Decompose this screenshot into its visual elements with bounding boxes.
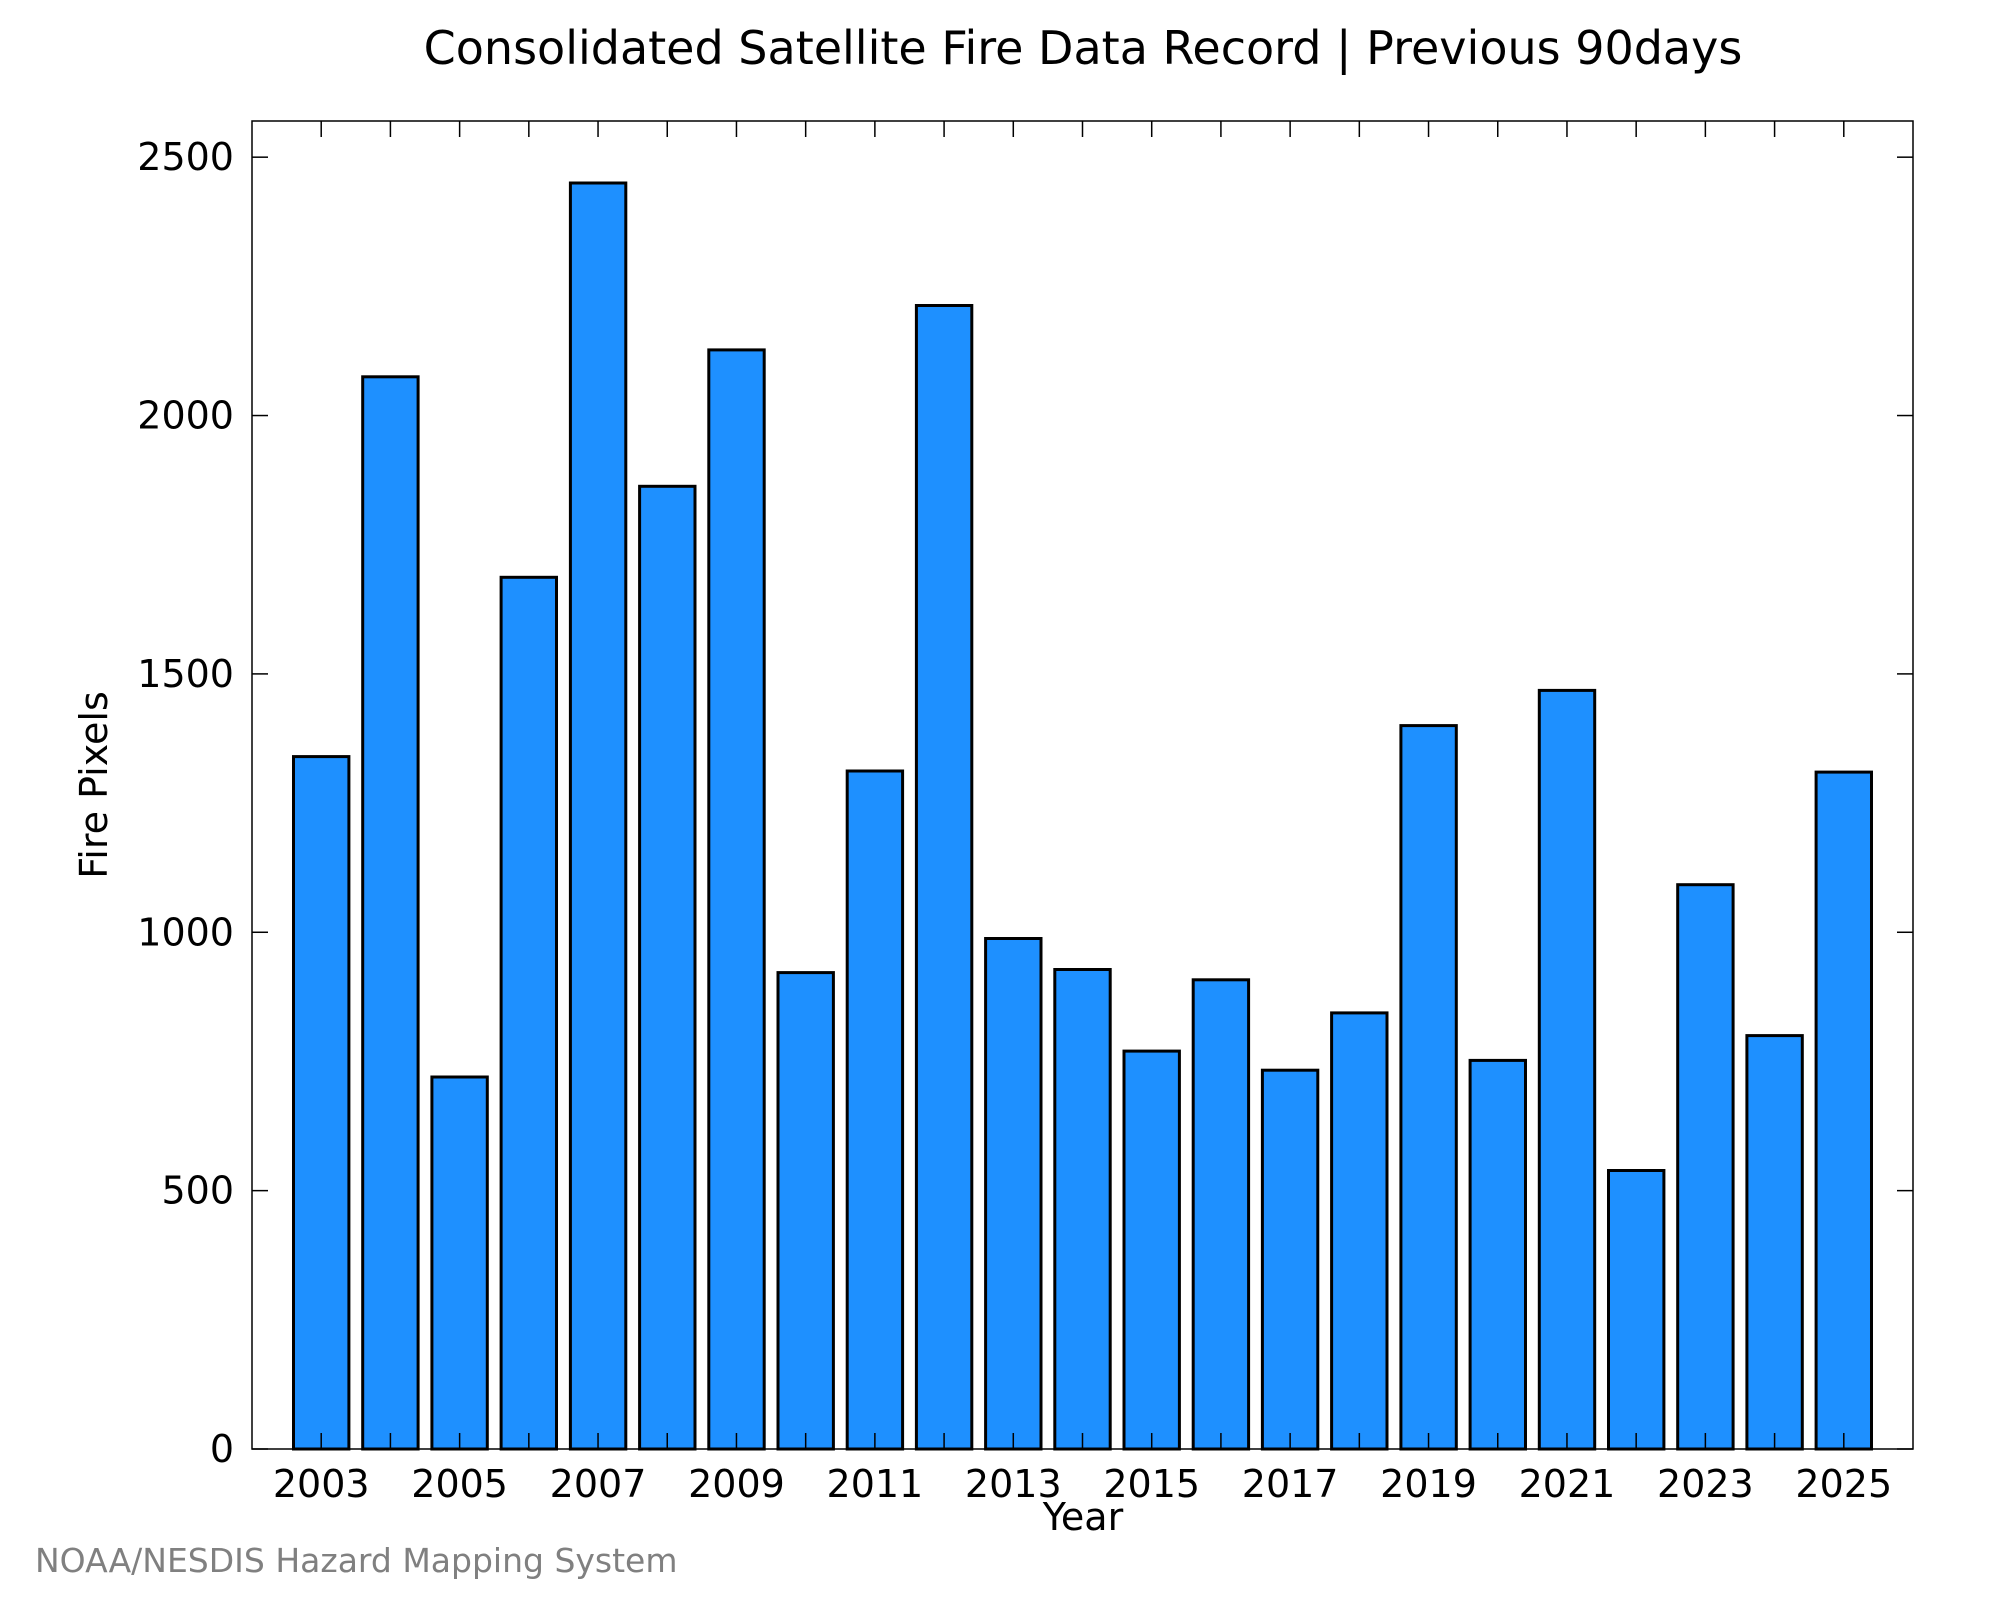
y-tick-label: 1000 [137,910,234,954]
chart-title: Consolidated Satellite Fire Data Record … [424,21,1743,76]
bar-2013 [984,937,1043,1451]
x-tick-label: 2005 [411,1462,508,1506]
x-tick-label: 2011 [827,1462,924,1506]
x-tick-label: 2009 [688,1462,785,1506]
bar-2018 [1330,1011,1389,1451]
bar-2011 [845,769,905,1451]
bar-2025 [1814,770,1873,1451]
bar-2004 [361,375,420,1451]
bar-2015 [1122,1049,1181,1451]
bar-2012 [914,304,974,1451]
plot-frame [251,120,1914,1450]
credit-text: NOAA/NESDIS Hazard Mapping System [35,1541,678,1580]
x-tick-label: 2017 [1242,1462,1339,1506]
y-tick-label: 2000 [137,394,234,438]
y-tick-labels: 0 500 1000 1500 2000 2500 [137,135,234,1471]
ticks-group [252,121,1913,1450]
y-tick-label: 0 [210,1427,234,1471]
bar-2008 [638,484,697,1451]
y-axis-label: Fire Pixels [72,691,116,879]
x-tick-label: 2023 [1657,1462,1754,1506]
bar-2023 [1676,883,1735,1451]
x-tick-label: 2013 [965,1462,1062,1506]
x-axis-label: Year [1042,1495,1124,1539]
bar-2020 [1468,1058,1527,1451]
x-tick-label: 2015 [1103,1462,1200,1506]
x-tick-label: 2021 [1519,1462,1616,1506]
bar-2021 [1537,688,1597,1451]
bars-group [292,181,1873,1451]
y-tick-label: 1500 [137,652,234,696]
x-tick-labels: 2003 2005 2007 2009 2011 2013 2015 2017 2019 2021… [273,1462,1892,1506]
x-tick-label: 2003 [273,1462,370,1506]
bar-2006 [499,575,559,1451]
bar-2010 [776,971,835,1451]
bar-2016 [1191,978,1251,1451]
y-tick-label: 2500 [137,135,234,179]
x-tick-label: 2019 [1380,1462,1477,1506]
bar-2019 [1399,724,1458,1451]
bar-2022 [1607,1169,1666,1451]
bar-2007 [568,181,628,1451]
bar-2005 [430,1075,489,1451]
bar-2003 [292,755,351,1451]
bar-2009 [707,348,766,1451]
bar-2017 [1260,1068,1320,1451]
x-tick-label: 2025 [1795,1462,1892,1506]
x-tick-label: 2007 [550,1462,647,1506]
bar-2014 [1053,968,1112,1451]
bar-2024 [1745,1034,1804,1451]
y-tick-label: 500 [161,1169,234,1213]
